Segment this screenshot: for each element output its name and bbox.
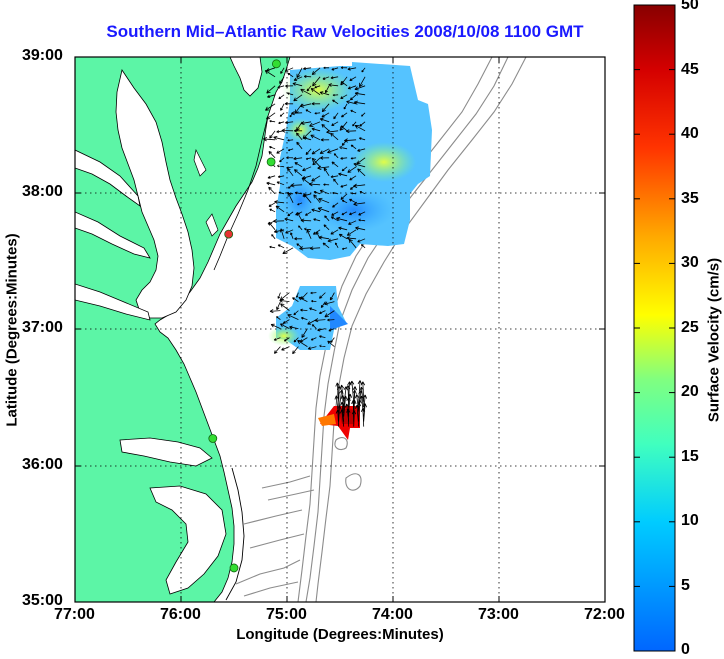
radar-site-marker [224,229,234,239]
velocity-vectors [262,66,368,427]
map-grid [75,57,605,602]
potomac-river [75,149,141,207]
colorbar-tick-label: 10 [681,512,699,529]
colorbar-tick-label: 40 [681,125,699,142]
colorbar-tick-label: 0 [681,641,690,658]
colorbar-tick-label: 20 [681,383,699,400]
y-tick-label: 35:00 [22,592,63,609]
x-tick-label: 73:00 [478,606,519,623]
colorbar-tick-label: 15 [681,448,699,465]
colorbar-tick-label: 50 [681,0,699,13]
eastern-bay-inlets [193,148,219,237]
colorbar-tick-label: 25 [681,319,699,336]
velocity-field-middle [268,286,348,350]
y-axis-label: Latitude (Degrees:Minutes) [3,233,21,427]
y-tick-label: 38:00 [22,183,63,200]
x-tick-label: 74:00 [372,606,413,623]
colorbar-tick-label: 30 [681,254,699,271]
delmarva-coastline [213,115,269,271]
colorbar-tick-marks [634,4,675,652]
x-tick-label: 75:00 [266,606,307,623]
albemarle-sound [119,437,213,467]
y-tick-label: 37:00 [22,319,63,336]
x-tick-label: 77:00 [54,606,95,623]
y-tick-label: 39:00 [22,47,63,64]
colorbar [633,4,676,652]
velocity-field-south [318,406,360,440]
james-river [75,283,151,321]
colorbar-label: Surface Velocity (cm/s) [705,257,723,423]
rappahannock-river [75,211,151,259]
pamlico-sound [149,485,227,595]
radar-site-marker [208,434,218,443]
tick-marks [75,57,605,602]
colorbar-tick-label: 45 [681,61,699,78]
radar-site-marker [229,563,239,573]
delaware-bay [229,57,263,97]
colorbar-tick-label: 35 [681,190,699,207]
x-tick-label: 76:00 [160,606,201,623]
x-axis-label: Longitude (Degrees:Minutes) [236,626,444,643]
radar-site-marker [266,157,276,167]
colorbar-tick-label: 5 [681,577,690,594]
map-title: Southern Mid–Atlantic Raw Velocities 200… [106,22,584,41]
radar-site-marker [271,59,281,69]
radar-sites [208,59,281,573]
x-tick-label: 72:00 [584,606,625,623]
barrier-islands [225,467,245,601]
y-tick-label: 36:00 [22,456,63,473]
